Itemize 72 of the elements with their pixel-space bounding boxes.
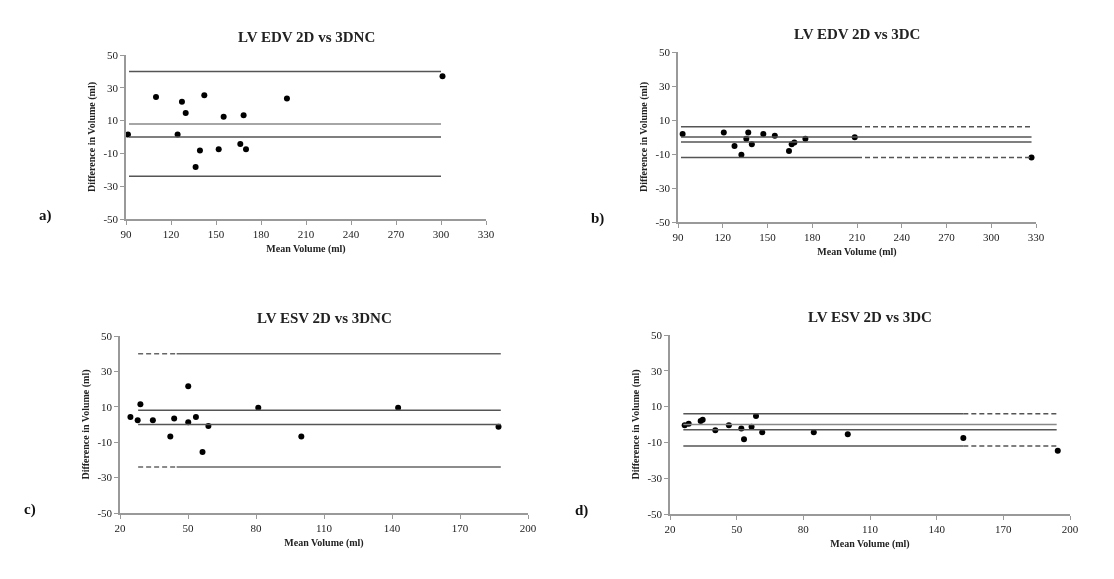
y-tick-label: -30 xyxy=(103,180,119,193)
x-tick-label: 240 xyxy=(893,230,911,243)
x-tick-label: 120 xyxy=(714,230,732,243)
x-tick-label: 80 xyxy=(250,521,262,534)
x-tick-label: 300 xyxy=(983,230,1000,243)
y-tick-label: 30 xyxy=(101,365,113,378)
x-tick-label: 300 xyxy=(432,227,450,240)
y-tick-label: 50 xyxy=(651,328,663,341)
y-tick-label: 10 xyxy=(101,400,113,413)
text: d) xyxy=(575,502,589,519)
x-tick-label: 210 xyxy=(297,227,315,240)
x-tick-label: 180 xyxy=(252,227,270,240)
y-tick-label: 10 xyxy=(107,114,119,127)
y-axis-title: Difference in Volume (ml) xyxy=(629,369,642,480)
x-tick-label: 20 xyxy=(114,521,126,534)
y-tick-label: -10 xyxy=(647,436,663,449)
x-tick-label: 270 xyxy=(387,227,405,240)
y-tick-label: -50 xyxy=(103,212,119,225)
x-tick-label: 110 xyxy=(315,521,333,534)
x-tick-label: 150 xyxy=(759,230,777,243)
y-tick-label: 50 xyxy=(107,48,119,61)
y-axis-title: Difference in Volume (ml) xyxy=(85,81,98,193)
x-tick-label: 90 xyxy=(120,227,132,240)
chart-title: LV EDV 2D vs 3DNC xyxy=(238,29,376,45)
y-tick-label: -50 xyxy=(647,507,663,520)
text: b) xyxy=(591,210,605,227)
y-axis-title: Difference in Volume (ml) xyxy=(79,369,92,480)
y-tick-label: -30 xyxy=(97,471,113,484)
x-tick-label: 200 xyxy=(1061,522,1079,535)
x-tick-label: 150 xyxy=(207,227,225,240)
x-axis-title: Mean Volume (ml) xyxy=(830,537,910,550)
x-tick-label: 330 xyxy=(477,227,495,240)
x-tick-label: 330 xyxy=(1027,230,1045,243)
y-tick-label: 10 xyxy=(659,113,671,126)
text: a) xyxy=(39,207,52,224)
x-tick-label: 110 xyxy=(861,522,879,535)
y-axis-title: Difference in Volume (ml) xyxy=(637,81,650,193)
x-tick-label: 210 xyxy=(848,230,866,243)
x-tick-label: 200 xyxy=(519,521,537,534)
y-tick-label: -30 xyxy=(655,181,671,194)
chart-title: LV EDV 2D vs 3DC xyxy=(794,26,921,42)
y-tick-label: -50 xyxy=(97,506,113,519)
chart-title: LV ESV 2D vs 3DC xyxy=(808,309,932,325)
y-tick-label: -50 xyxy=(655,215,671,228)
x-tick-label: 80 xyxy=(797,522,810,535)
y-tick-label: 50 xyxy=(101,329,113,342)
y-tick-label: 30 xyxy=(651,364,663,377)
y-tick-label: 50 xyxy=(659,45,671,58)
x-tick-label: 50 xyxy=(731,522,743,535)
x-tick-label: 180 xyxy=(804,230,821,243)
x-tick-label: 240 xyxy=(342,227,360,240)
text: c) xyxy=(24,501,36,518)
x-tick-label: 170 xyxy=(995,522,1013,535)
chart-title: LV ESV 2D vs 3DNC xyxy=(257,310,392,326)
x-tick-label: 20 xyxy=(664,522,676,535)
y-tick-label: -10 xyxy=(655,147,671,160)
x-tick-label: 140 xyxy=(383,521,401,534)
y-tick-label: 10 xyxy=(651,400,663,413)
y-tick-label: -30 xyxy=(647,472,663,485)
x-axis-title: Mean Volume (ml) xyxy=(284,536,364,549)
y-tick-label: 30 xyxy=(107,81,119,94)
x-tick-label: 120 xyxy=(162,227,180,240)
y-tick-label: -10 xyxy=(103,147,119,160)
y-tick-label: 30 xyxy=(659,79,671,92)
x-axis-title: Mean Volume (ml) xyxy=(266,242,346,255)
y-tick-label: -10 xyxy=(97,436,113,449)
x-tick-label: 140 xyxy=(928,522,946,535)
x-tick-label: 270 xyxy=(938,230,956,243)
x-axis-title: Mean Volume (ml) xyxy=(817,245,897,258)
x-tick-label: 50 xyxy=(182,521,194,534)
x-tick-label: 90 xyxy=(672,230,684,243)
x-tick-label: 170 xyxy=(451,521,469,534)
